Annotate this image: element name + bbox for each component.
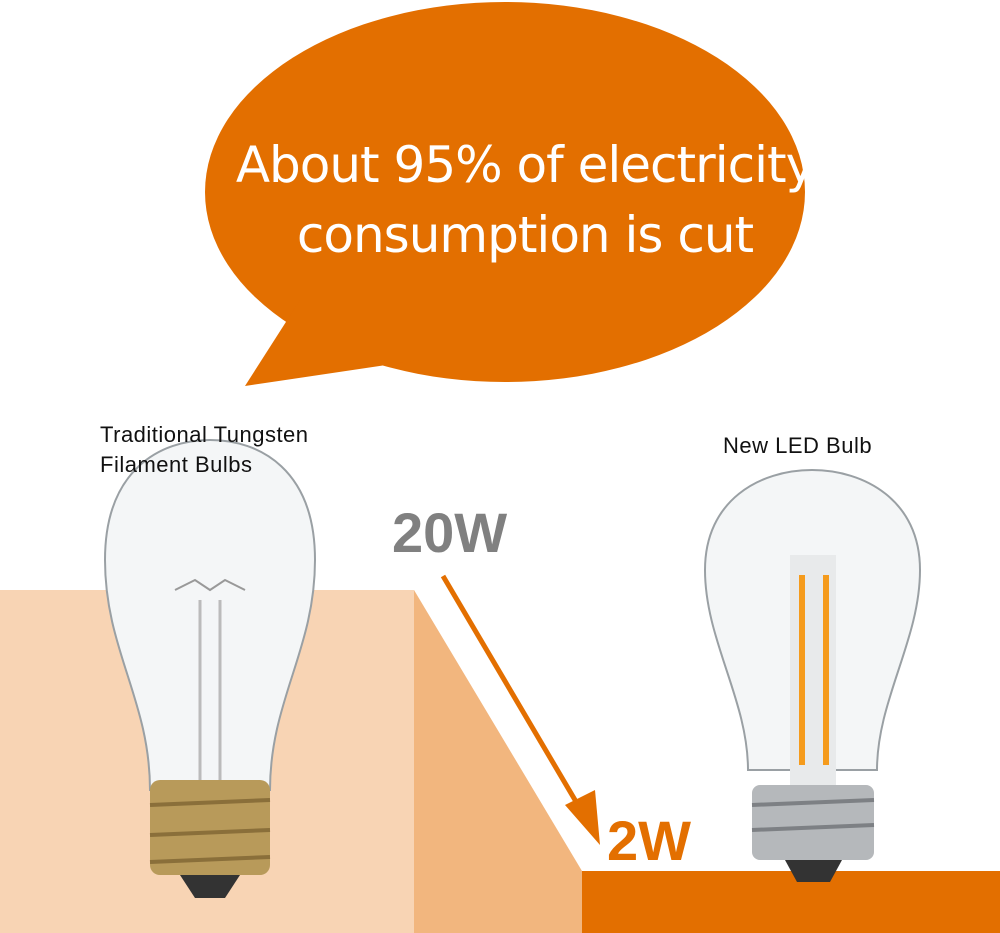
led-bulb-image — [703, 468, 922, 882]
traditional-wattage: 20W — [392, 501, 508, 564]
led-bulb-label: New LED Bulb — [723, 433, 873, 458]
consumption-slope — [414, 590, 582, 933]
traditional-bulb-label: Traditional Tungsten Filament Bulbs — [100, 420, 309, 480]
headline: About 95% of electricity consumption is … — [200, 130, 850, 270]
tungsten-bulb-image — [103, 438, 317, 898]
down-arrow-icon — [440, 574, 600, 845]
headline-line-1: About 95% of electricity — [235, 136, 815, 194]
traditional-label-line-2: Filament Bulbs — [100, 452, 253, 477]
speech-bubble — [205, 2, 805, 386]
traditional-label-line-1: Traditional Tungsten — [100, 422, 309, 447]
headline-line-2: consumption is cut — [296, 206, 754, 264]
led-wattage: 2W — [607, 809, 691, 872]
low-consumption-step — [582, 871, 1000, 933]
